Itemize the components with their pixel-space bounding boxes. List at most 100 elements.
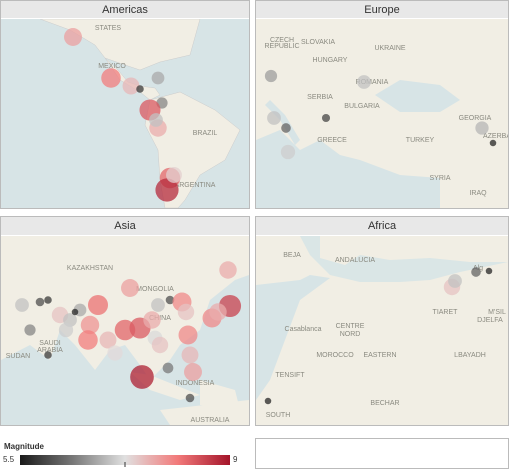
panel-title: Americas [102, 4, 148, 16]
earthquake-marker [130, 365, 154, 389]
earthquake-marker [475, 121, 489, 135]
earthquake-marker [264, 397, 272, 405]
legend-min: 5.5 [3, 455, 15, 464]
earthquake-marker [87, 294, 109, 316]
map-label: SERBIA [307, 94, 333, 101]
map-label: CENTRE [336, 323, 365, 330]
map-africa [256, 236, 508, 425]
earthquake-marker [264, 69, 278, 83]
earthquake-marker [58, 322, 74, 338]
earthquake-marker [101, 68, 121, 88]
earthquake-marker [151, 71, 165, 85]
map-label: MEXICO [98, 63, 126, 70]
map-label: REPUBLIC [264, 43, 299, 50]
earthquake-marker [177, 303, 195, 321]
earthquake-marker [209, 303, 227, 321]
map-label: AUSTRALIA [191, 417, 230, 424]
map-label: SYRIA [429, 175, 450, 182]
map-label: SOUTH [266, 412, 291, 419]
legend-bar [20, 455, 230, 465]
map-label: M'SIL [488, 309, 506, 316]
earthquake-marker [44, 296, 52, 304]
panel-title: Africa [368, 220, 397, 232]
earthquake-marker [80, 315, 100, 335]
legend-title: Magnitude [4, 442, 45, 451]
map-europe [256, 19, 508, 208]
title-bars [1, 1, 508, 235]
map-label: TURKEY [406, 137, 435, 144]
earthquake-marker [185, 393, 195, 403]
earthquake-marker [448, 274, 462, 288]
map-label: EASTERN [363, 352, 396, 359]
earthquake-marker [24, 324, 36, 336]
map-label: SUDAN [6, 353, 31, 360]
earthquake-marker [178, 325, 198, 345]
map-label: GEORGIA [459, 115, 492, 122]
map-label: NORD [340, 331, 361, 338]
earthquake-marker [280, 144, 296, 160]
map-label: SLOVAKIA [301, 39, 335, 46]
map-layer: KAZAKHSTANMONGOLIACHINASAUDIARABIASUDANI… [6, 261, 242, 424]
map-label: TENSIFT [275, 372, 305, 379]
earthquake-marker [181, 346, 199, 364]
earthquake-marker [151, 298, 165, 312]
map-label: UKRAINE [374, 45, 405, 52]
earthquake-marker [357, 75, 371, 89]
map-label: ROMANIA [356, 79, 389, 86]
map-label: SAUDI [39, 340, 60, 347]
map-label: TIARET [433, 309, 459, 316]
map-label: BULGARIA [344, 103, 380, 110]
map-label: Casablanca [285, 326, 322, 333]
earthquake-marker [99, 331, 117, 349]
panel-title: Asia [114, 220, 136, 232]
map-label: HUNGARY [313, 57, 348, 64]
map-label: AZERBA [483, 133, 511, 140]
earthquake-marker [267, 111, 281, 125]
map-americas [1, 19, 249, 208]
map-label: KAZAKHSTAN [67, 265, 113, 272]
earthquake-marker [281, 123, 291, 133]
earthquake-marker [166, 167, 182, 183]
map-label: ARABIA [37, 347, 63, 354]
earthquake-marker [162, 362, 174, 374]
earthquake-marker [136, 85, 144, 93]
map-label: BECHAR [370, 400, 399, 407]
earthquake-marker [121, 279, 139, 297]
map-label: MOROCCO [316, 352, 354, 359]
legend-max: 9 [233, 455, 238, 464]
earthquake-marker [321, 113, 331, 123]
earthquake-marker [471, 267, 481, 277]
map-label: BRAZIL [193, 130, 218, 137]
earthquake-marker [219, 261, 237, 279]
map-label: INDONESIA [176, 380, 215, 387]
earthquake-marker [485, 267, 493, 275]
map-label: IRAQ [469, 190, 487, 197]
earthquake-marker [35, 297, 45, 307]
panel-title: Europe [364, 4, 399, 16]
earthquake-marker [149, 113, 163, 127]
earthquake-marker [143, 311, 161, 329]
earthquake-marker [122, 77, 140, 95]
map-layer: STATES MEXICO BRAZIL ARGENTINA [64, 25, 217, 202]
earthquake-marker [151, 336, 169, 354]
map-label: GREECE [317, 137, 347, 144]
map-label: BEJA [283, 252, 301, 259]
earthquake-marker [107, 345, 123, 361]
earthquake-marker [489, 139, 497, 147]
earthquake-marker [44, 351, 52, 359]
earthquake-marker [155, 178, 179, 202]
map-label: DJELFA [477, 317, 503, 324]
map-label: ARGENTINA [175, 182, 216, 189]
map-label: STATES [95, 25, 122, 32]
map-label: MONGOLIA [136, 286, 174, 293]
map-label: ANDALUCIA [335, 257, 375, 264]
earthquake-marker [15, 298, 29, 312]
earthquake-marker [78, 330, 98, 350]
map-asia [1, 236, 249, 425]
earthquake-marker [64, 28, 82, 46]
earthquake-marker [71, 308, 79, 316]
